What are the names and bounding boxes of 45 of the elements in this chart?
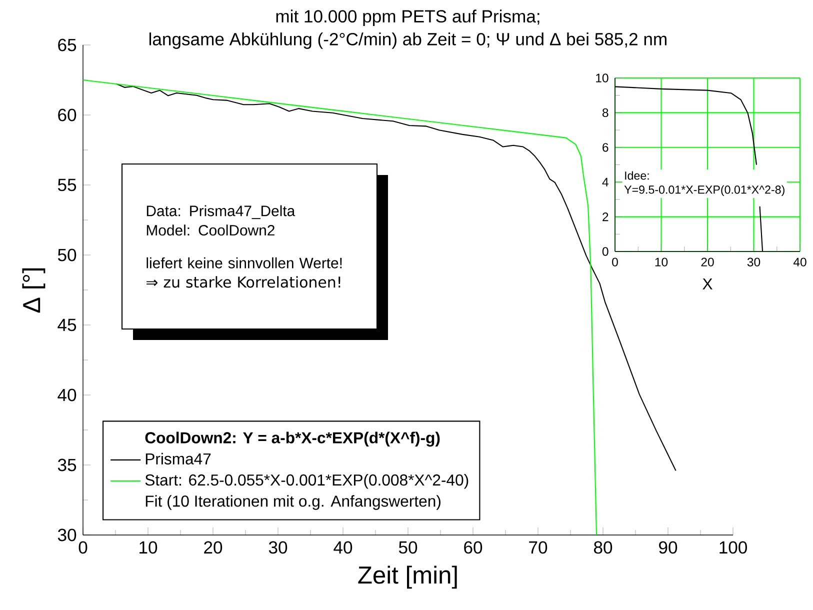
annotation: Idee: — [625, 171, 649, 180]
y-tick-label: 45 — [58, 318, 76, 332]
x-tick-label: 20 — [204, 541, 222, 554]
y-axis-title: Δ [°] — [22, 268, 46, 313]
y-tick-label: 35 — [58, 458, 76, 472]
x-tick-label: 30 — [747, 258, 760, 266]
annotation: liefert keine sinnvollen Werte! — [146, 257, 342, 268]
x-tick-label: 90 — [659, 541, 678, 554]
y-tick-label: 8 — [602, 108, 608, 118]
legend-label: Start: 62.5-0.055*X-0.001*EXP(0.008*X^2-40) — [145, 474, 468, 489]
annotation: Fit (10 Iterationen mit o.g. Anfangswerten) — [146, 495, 440, 510]
x-tick-label: 80 — [594, 541, 612, 554]
y-tick-label: 6 — [602, 143, 608, 152]
y-tick-label: 10 — [596, 74, 608, 82]
y-tick-label: 65 — [58, 38, 76, 52]
x-tick-label: 0 — [78, 541, 88, 554]
y-tick-label: 60 — [58, 108, 76, 122]
annotation: Data: Prisma47_Delta — [146, 205, 296, 220]
annotation: Y=9.5-0.01*X-EXP(0.01*X^2-8) — [624, 185, 784, 196]
x-tick-label: 50 — [398, 541, 418, 554]
line-series — [82, 79, 598, 536]
x-tick-label: 30 — [268, 541, 288, 554]
x-tick-label: 0 — [612, 258, 618, 266]
x-tick-label: 10 — [655, 258, 668, 266]
x-tick-label: 100 — [720, 541, 747, 554]
x-tick-label: 60 — [464, 541, 482, 554]
annotation: ⇒ zu starke Korrelationen! — [146, 276, 340, 288]
x-axis-title: X — [702, 278, 712, 290]
chart-subtitle: langsame Abkühlung (-2°C/min) ab Zeit = 0; Ψ und Δ bei 585,2 nm — [149, 32, 666, 49]
x-tick-label: 40 — [334, 541, 352, 554]
x-tick-label: 70 — [529, 541, 548, 554]
x-tick-label: 40 — [793, 258, 806, 266]
y-tick-label: 30 — [58, 528, 76, 542]
x-tick-label: 20 — [701, 258, 714, 266]
y-tick-label: 0 — [602, 247, 608, 256]
x-tick-label: 10 — [140, 541, 158, 554]
annotation: Model: CoolDown2 — [146, 224, 274, 236]
y-tick-label: 4 — [602, 178, 608, 186]
y-tick-label: 55 — [58, 178, 76, 192]
y-tick-label: 40 — [58, 388, 76, 402]
y-tick-label: 2 — [602, 212, 608, 222]
x-axis-title: Zeit [min] — [358, 566, 457, 589]
legend-label: Prisma47 — [146, 452, 211, 465]
chart-title: mit 10.000 ppm PETS auf Prisma; — [276, 10, 540, 26]
legend-title: CoolDown2: Y = a-b*X-c*EXP(d*(X^f)-g) — [145, 432, 440, 447]
